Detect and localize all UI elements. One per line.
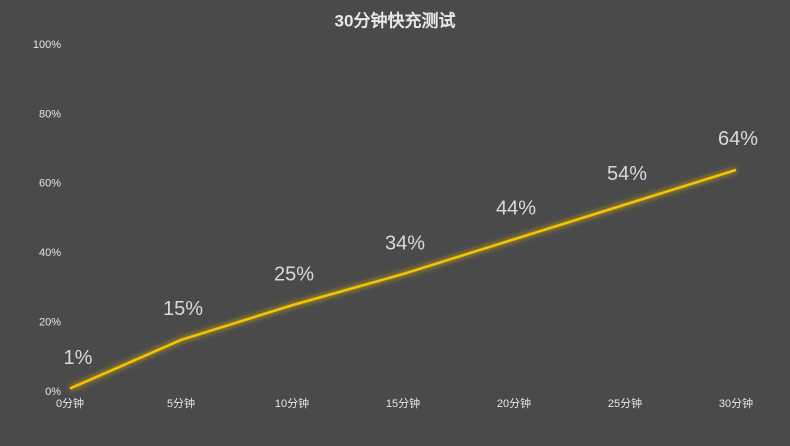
data-label: 25% [274, 264, 314, 286]
x-tick-label: 20分钟 [497, 396, 531, 410]
data-label: 34% [385, 232, 425, 254]
y-tick-label: 40% [39, 247, 61, 259]
y-tick-label: 60% [39, 178, 61, 190]
x-tick-label: 30分钟 [719, 396, 753, 410]
data-label: 1% [64, 347, 93, 369]
y-tick-label: 80% [39, 108, 61, 120]
y-tick-label: 100% [33, 39, 61, 51]
y-tick-label: 20% [39, 317, 61, 329]
data-label: 64% [718, 128, 758, 150]
x-tick-label: 0分钟 [56, 396, 84, 410]
y-tick-label: 0% [45, 386, 61, 398]
data-label: 44% [496, 198, 536, 220]
x-tick-label: 15分钟 [386, 396, 420, 410]
line [69, 168, 737, 390]
x-tick-label: 5分钟 [167, 396, 195, 410]
data-label: 15% [163, 298, 203, 320]
chart-title: 30分钟快充测试 [335, 10, 456, 30]
x-tick-label: 10分钟 [275, 396, 309, 410]
x-tick-label: 25分钟 [608, 396, 642, 410]
data-label: 54% [607, 163, 647, 185]
